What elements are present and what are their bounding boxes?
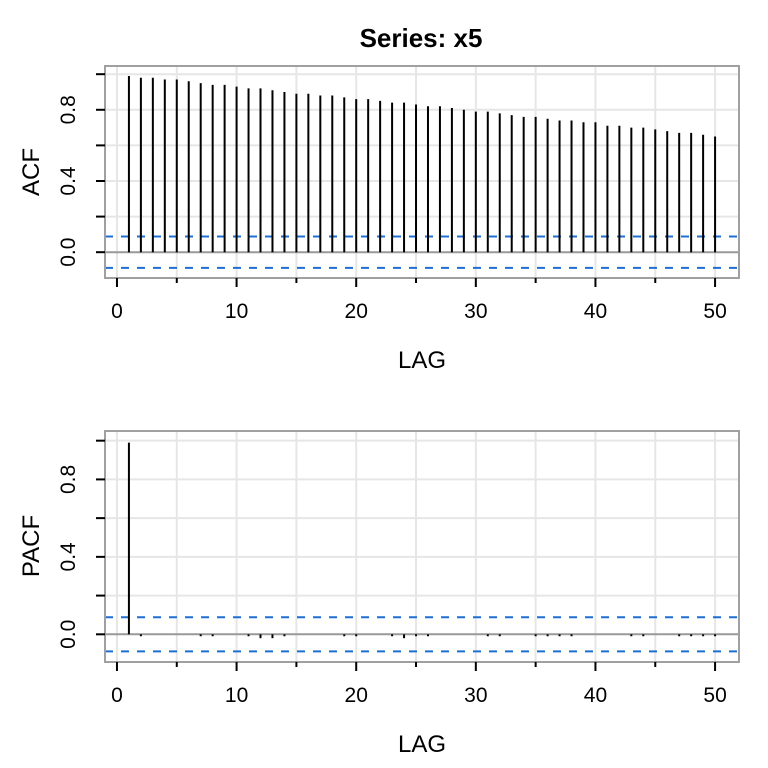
pacf-y-tick-label: 0.0 [57, 620, 80, 649]
pacf-x-tick-label: 50 [703, 684, 726, 707]
acf-x-axis-title: LAG [398, 347, 446, 374]
pacf-y-tick-label: 0.8 [57, 465, 80, 494]
acf-x-tick-label: 0 [111, 300, 123, 323]
pacf-x-tick-label: 20 [345, 684, 368, 707]
acf-y-axis-title: ACF [18, 148, 45, 196]
acf-x-tick-label: 30 [464, 300, 487, 323]
pacf-x-tick-label: 40 [584, 684, 607, 707]
pacf-y-axis-title: PACF [18, 515, 45, 577]
acf-x-tick-label: 50 [703, 300, 726, 323]
acf-y-tick-label: 0.8 [57, 95, 80, 124]
pacf-plot-border [104, 430, 740, 663]
acf-x-tick-label: 40 [584, 300, 607, 323]
pacf-y-tick-label: 0.4 [57, 542, 80, 572]
acf-panel: ACF LAG 0 10 20 30 40 50 0.0 0.4 0.8 [18, 65, 740, 374]
pacf-x-tick-label: 30 [464, 684, 487, 707]
pacf-x-axis-title: LAG [398, 731, 446, 758]
acf-y-tick-label: 0.0 [57, 238, 80, 267]
pacf-panel: PACF LAG 0 10 20 30 40 50 0.0 0.4 0.8 [18, 430, 740, 758]
acf-plot-border [104, 65, 740, 279]
pacf-x-tick-label: 0 [111, 684, 123, 707]
acf-x-tick-label: 20 [345, 300, 368, 323]
pacf-x-tick-label: 10 [225, 684, 248, 707]
acf-x-tick-label: 10 [225, 300, 248, 323]
chart-title: Series: x5 [360, 23, 483, 53]
acf-y-tick-label: 0.4 [57, 166, 80, 196]
